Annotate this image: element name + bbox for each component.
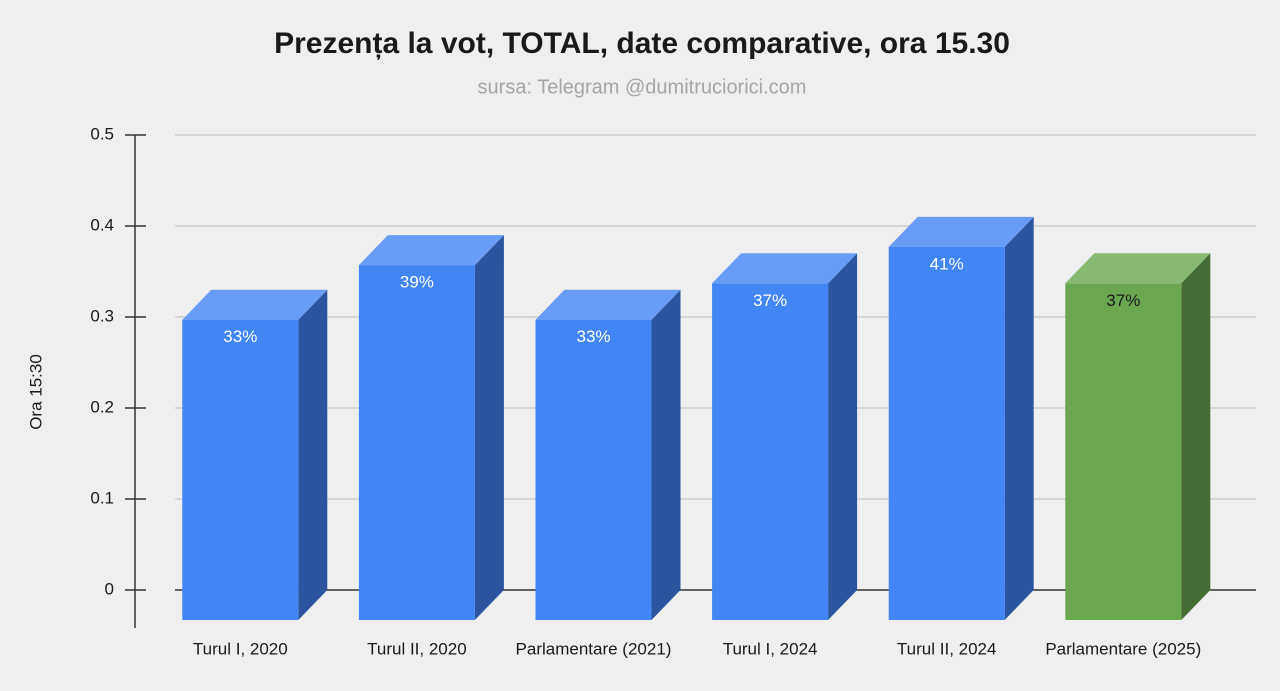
bar-side bbox=[828, 253, 858, 621]
bar bbox=[1065, 283, 1182, 620]
value-label: 39% bbox=[400, 273, 434, 292]
bar bbox=[182, 319, 299, 620]
value-label: 33% bbox=[223, 327, 257, 346]
x-tick-label: Turul I, 2024 bbox=[723, 639, 818, 658]
value-label: 33% bbox=[576, 327, 610, 346]
bar bbox=[535, 319, 652, 620]
value-label: 41% bbox=[930, 254, 964, 273]
bar-top bbox=[712, 253, 858, 284]
bar-side bbox=[651, 289, 681, 620]
y-tick-label: 0.2 bbox=[90, 397, 114, 416]
y-tick-label: 0.4 bbox=[90, 215, 114, 234]
y-tick-label: 0.3 bbox=[90, 306, 114, 325]
bar-side bbox=[474, 235, 504, 620]
y-axis-label: Ora 15:30 bbox=[26, 354, 45, 430]
x-tick-label: Turul I, 2020 bbox=[193, 639, 288, 658]
bar-side bbox=[1181, 253, 1211, 621]
x-tick-label: Parlamentare (2025) bbox=[1045, 639, 1201, 658]
bar-top bbox=[535, 289, 681, 320]
chart-title: Prezența la vot, TOTAL, date comparative… bbox=[274, 27, 1010, 60]
value-label: 37% bbox=[1106, 291, 1140, 310]
x-tick-label: Parlamentare (2021) bbox=[516, 639, 672, 658]
y-tick-label: 0.5 bbox=[90, 124, 114, 143]
bar-top bbox=[358, 235, 504, 266]
bar bbox=[712, 283, 829, 620]
bar-side bbox=[1004, 216, 1034, 620]
bar-top bbox=[182, 289, 328, 320]
value-label: 37% bbox=[753, 291, 787, 310]
y-tick-label: 0 bbox=[105, 579, 114, 598]
x-tick-label: Turul II, 2024 bbox=[897, 639, 997, 658]
bar-top bbox=[888, 216, 1034, 247]
bar bbox=[358, 265, 475, 620]
x-tick-label: Turul II, 2020 bbox=[367, 639, 467, 658]
bar bbox=[888, 246, 1005, 620]
bar-top bbox=[1065, 253, 1211, 284]
y-tick-label: 0.1 bbox=[90, 488, 114, 507]
chart-subtitle: sursa: Telegram @dumitruciorici.com bbox=[478, 76, 807, 98]
bar-side bbox=[298, 289, 328, 620]
